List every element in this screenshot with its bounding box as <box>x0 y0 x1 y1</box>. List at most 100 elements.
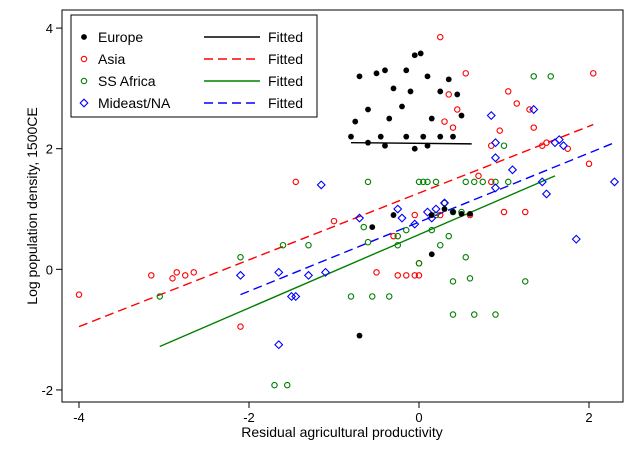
point-europe <box>377 133 384 140</box>
legend-label-ss-africa: SS Africa <box>98 73 156 89</box>
point-ss-africa <box>466 275 474 282</box>
point-ss-africa <box>449 311 457 318</box>
y-axis-title: Log population density, 1500CE <box>24 107 40 304</box>
point-asia <box>415 272 423 279</box>
point-asia <box>521 208 529 216</box>
point-ss-africa <box>462 178 469 186</box>
point-ss-africa <box>521 278 529 285</box>
point-europe <box>437 133 444 140</box>
x-tick-label: -4 <box>73 410 85 425</box>
point-europe <box>348 133 354 140</box>
point-asia <box>148 272 155 279</box>
point-mideast-na <box>558 141 569 151</box>
point-ss-africa <box>436 241 444 249</box>
fitted-line-mideast-na <box>240 142 615 296</box>
point-europe <box>382 142 388 149</box>
point-europe <box>390 85 397 92</box>
point-mideast-na <box>541 189 552 199</box>
legend-label-mideast-na: Mideast/NA <box>98 95 171 111</box>
point-europe <box>399 103 405 110</box>
point-ss-africa <box>368 293 376 300</box>
point-ss-africa <box>479 178 486 186</box>
x-tick-label: 0 <box>415 410 422 425</box>
point-europe <box>428 115 435 122</box>
point-ss-africa <box>415 178 423 186</box>
point-europe <box>467 210 473 217</box>
point-asia <box>436 211 444 219</box>
point-europe <box>424 142 431 149</box>
point-mideast-na <box>286 291 297 302</box>
y-tick-label: -2 <box>41 383 53 398</box>
point-ss-africa <box>385 293 393 300</box>
series-ss-africa <box>156 73 554 389</box>
point-asia <box>462 70 469 77</box>
point-ss-africa <box>237 254 244 261</box>
series-europe <box>348 50 473 339</box>
point-asia <box>538 142 546 149</box>
point-asia <box>589 70 597 77</box>
point-europe <box>454 91 461 98</box>
point-asia <box>169 275 176 282</box>
legend-label-europe: Europe <box>98 29 143 45</box>
series-mideast-na <box>235 104 620 350</box>
point-europe <box>428 212 435 218</box>
point-europe <box>407 88 414 95</box>
fitted-line-europe <box>350 141 472 145</box>
y-tick-label: 4 <box>46 21 53 36</box>
point-ss-africa <box>547 73 554 80</box>
point-ss-africa <box>428 226 435 234</box>
point-mideast-na <box>303 270 314 280</box>
point-mideast-na <box>486 110 496 121</box>
legend-fitted-label: Fitted <box>268 73 303 89</box>
point-mideast-na <box>571 234 581 244</box>
point-europe <box>369 224 376 231</box>
point-ss-africa <box>364 178 372 186</box>
point-mideast-na <box>550 138 560 148</box>
point-europe <box>365 106 371 113</box>
point-asia <box>487 178 495 186</box>
point-ss-africa <box>462 254 469 261</box>
point-mideast-na <box>320 267 331 277</box>
point-ss-africa <box>445 232 452 240</box>
point-europe <box>437 88 444 95</box>
point-ss-africa <box>156 293 164 300</box>
point-ss-africa <box>530 73 537 80</box>
point-asia <box>449 124 457 131</box>
point-mideast-na <box>490 153 501 163</box>
point-ss-africa <box>419 178 427 186</box>
point-ss-africa <box>500 142 508 149</box>
point-europe <box>450 209 456 215</box>
point-asia <box>441 118 448 125</box>
point-europe <box>403 67 410 74</box>
point-asia <box>585 160 593 168</box>
x-tick-label: 2 <box>585 410 592 425</box>
point-mideast-na <box>410 219 420 229</box>
y-tick-label: 2 <box>46 142 53 157</box>
point-mideast-na <box>554 135 564 145</box>
point-asia <box>373 269 380 276</box>
point-ss-africa <box>492 311 499 318</box>
legend: Europe Fitted Asia Fitted SS Africa Fitted Mid… <box>70 14 318 118</box>
point-ss-africa <box>271 381 278 389</box>
point-mideast-na <box>397 213 407 223</box>
point-europe <box>458 112 465 119</box>
legend-marker-mideast-na <box>79 98 89 108</box>
point-ss-africa <box>305 241 312 249</box>
point-europe <box>373 70 380 77</box>
legend-label-asia: Asia <box>98 51 125 67</box>
point-mideast-na <box>274 340 284 350</box>
points-layer <box>75 33 620 389</box>
point-ss-africa <box>283 381 291 389</box>
legend-fitted-label: Fitted <box>268 29 303 45</box>
point-asia <box>496 127 503 134</box>
point-mideast-na <box>431 204 441 214</box>
legend-box <box>70 14 318 118</box>
point-europe <box>450 133 456 140</box>
point-europe <box>417 50 424 57</box>
point-ss-africa <box>402 226 410 234</box>
point-asia <box>75 291 83 298</box>
point-ss-africa <box>432 178 440 186</box>
point-asia <box>504 88 512 95</box>
legend-rows: Europe Fitted Asia Fitted SS Africa Fitted Mid… <box>79 29 303 111</box>
